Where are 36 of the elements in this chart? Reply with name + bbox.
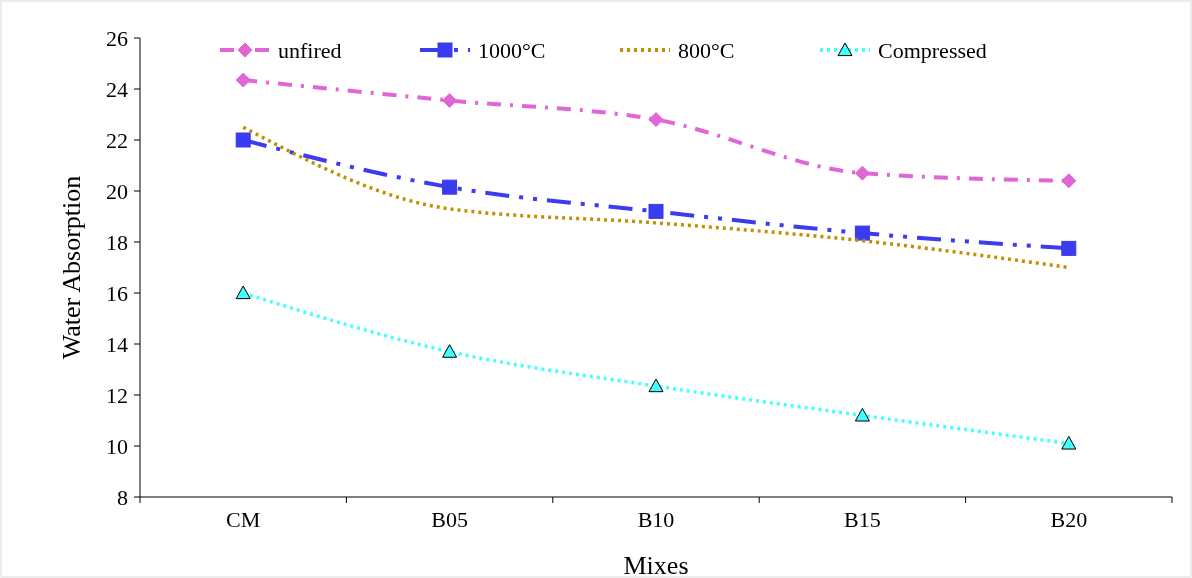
point	[1061, 173, 1077, 189]
y-tick-label: 8	[117, 484, 128, 510]
point	[854, 165, 870, 181]
x-axis-title: Mixes	[623, 551, 689, 578]
y-tick-label: 20	[106, 178, 128, 204]
legend-label: 1000°C	[478, 37, 546, 63]
legend-label: unfired	[278, 37, 342, 63]
point	[854, 225, 870, 241]
x-tick-label: B20	[1050, 507, 1088, 532]
y-tick-label: 14	[106, 331, 128, 357]
point	[442, 179, 458, 195]
y-tick-label: 18	[106, 229, 128, 255]
point	[854, 407, 870, 422]
x-tick-label: B15	[844, 507, 881, 532]
x-tick-label: B05	[431, 507, 468, 532]
y-axis-title: Water Absorption	[57, 175, 86, 360]
legend-label: 800°C	[678, 37, 735, 63]
point	[442, 92, 458, 108]
point	[235, 285, 251, 300]
point	[442, 344, 458, 358]
point	[648, 203, 664, 219]
x-tick-label: CM	[226, 507, 261, 532]
y-tick-label: 12	[106, 382, 128, 408]
y-tick-label: 24	[106, 76, 128, 102]
y-tick-label: 26	[106, 25, 128, 51]
y-tick-label: 22	[106, 127, 128, 153]
legend-label: Compressed	[878, 37, 987, 63]
point	[1061, 240, 1077, 256]
point	[648, 112, 664, 128]
x-tick-label: B10	[637, 507, 675, 532]
point	[235, 72, 251, 88]
y-tick-label: 10	[106, 433, 128, 459]
point	[648, 378, 664, 393]
y-tick-label: 16	[106, 280, 128, 306]
point	[235, 132, 251, 148]
point	[1061, 435, 1077, 450]
